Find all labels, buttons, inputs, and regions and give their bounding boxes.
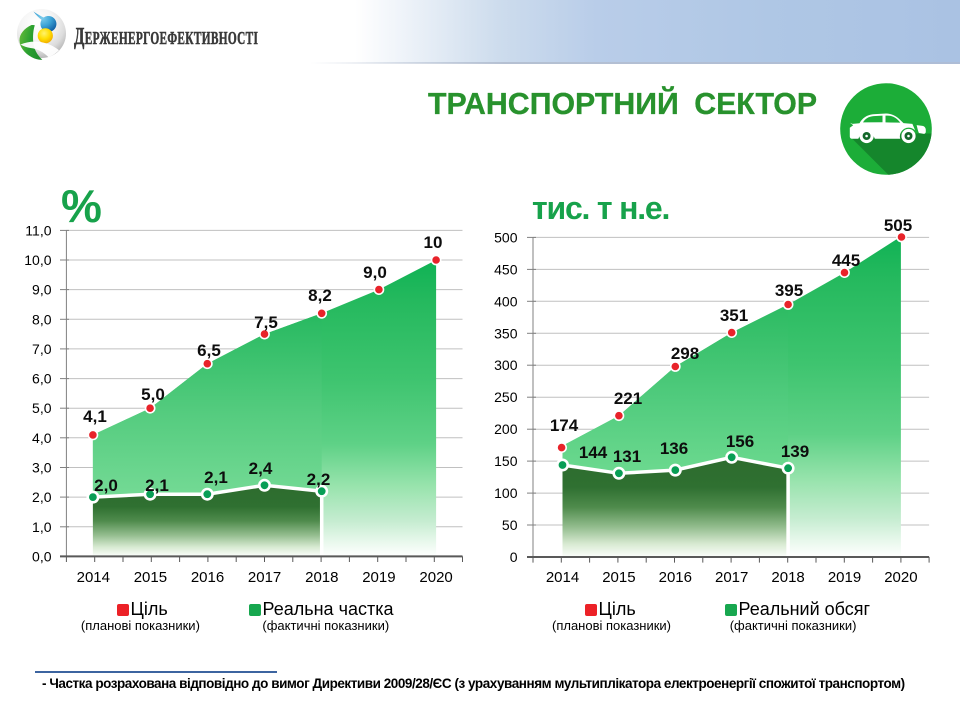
- svg-text:2016: 2016: [659, 569, 692, 586]
- svg-text:2014: 2014: [546, 569, 579, 586]
- svg-text:2019: 2019: [362, 569, 395, 586]
- svg-text:450: 450: [494, 261, 518, 277]
- svg-text:0,0: 0,0: [32, 548, 52, 564]
- svg-text:7,5: 7,5: [254, 313, 278, 332]
- svg-text:2020: 2020: [419, 569, 452, 586]
- svg-text:2,0: 2,0: [94, 476, 118, 495]
- svg-text:298: 298: [671, 344, 699, 363]
- svg-text:139: 139: [781, 442, 809, 461]
- svg-text:1,0: 1,0: [32, 519, 52, 535]
- svg-text:2,1: 2,1: [145, 476, 169, 495]
- svg-text:174: 174: [550, 416, 579, 435]
- svg-text:445: 445: [832, 251, 860, 270]
- svg-text:250: 250: [494, 389, 518, 405]
- svg-text:11,0: 11,0: [25, 222, 51, 238]
- svg-text:6,0: 6,0: [32, 371, 52, 387]
- svg-text:0: 0: [510, 549, 518, 565]
- svg-text:10,0: 10,0: [24, 252, 51, 268]
- svg-text:505: 505: [884, 216, 912, 235]
- svg-text:9,0: 9,0: [32, 282, 52, 298]
- svg-text:200: 200: [494, 421, 518, 437]
- svg-text:150: 150: [494, 453, 518, 469]
- svg-text:300: 300: [494, 357, 518, 373]
- svg-text:144: 144: [579, 443, 608, 462]
- svg-text:8,2: 8,2: [308, 286, 332, 305]
- svg-text:6,5: 6,5: [197, 341, 221, 360]
- svg-text:7,0: 7,0: [32, 341, 52, 357]
- svg-text:500: 500: [494, 229, 518, 245]
- svg-text:2,0: 2,0: [32, 489, 52, 505]
- svg-text:8,0: 8,0: [32, 311, 52, 327]
- svg-text:2018: 2018: [771, 569, 804, 586]
- svg-text:3,0: 3,0: [32, 460, 52, 476]
- svg-text:4,1: 4,1: [83, 407, 107, 426]
- svg-text:2,4: 2,4: [249, 459, 273, 478]
- svg-text:2019: 2019: [828, 569, 861, 586]
- svg-text:2,1: 2,1: [204, 468, 228, 487]
- svg-text:50: 50: [502, 517, 518, 533]
- svg-text:5,0: 5,0: [141, 385, 165, 404]
- svg-text:350: 350: [494, 325, 518, 341]
- svg-text:2,2: 2,2: [307, 470, 331, 489]
- svg-text:2018: 2018: [305, 569, 338, 586]
- svg-text:2020: 2020: [884, 569, 917, 586]
- svg-text:4,0: 4,0: [32, 430, 52, 446]
- svg-text:10: 10: [424, 233, 443, 252]
- svg-text:2015: 2015: [602, 569, 635, 586]
- svg-text:%: %: [61, 180, 102, 232]
- svg-text:2015: 2015: [134, 569, 167, 586]
- svg-text:2014: 2014: [77, 569, 110, 586]
- svg-text:351: 351: [720, 306, 748, 325]
- svg-text:5,0: 5,0: [32, 400, 52, 416]
- svg-text:2016: 2016: [191, 569, 224, 586]
- svg-text:136: 136: [660, 439, 688, 458]
- svg-text:2017: 2017: [715, 569, 748, 586]
- svg-text:395: 395: [775, 281, 803, 300]
- svg-text:221: 221: [614, 389, 642, 408]
- svg-text:131: 131: [613, 447, 641, 466]
- svg-text:100: 100: [494, 485, 518, 501]
- svg-text:156: 156: [726, 432, 754, 451]
- svg-text:400: 400: [494, 293, 518, 309]
- svg-text:2017: 2017: [248, 569, 281, 586]
- svg-text:9,0: 9,0: [363, 263, 387, 282]
- svg-text:тис. т н.е.: тис. т н.е.: [532, 190, 669, 226]
